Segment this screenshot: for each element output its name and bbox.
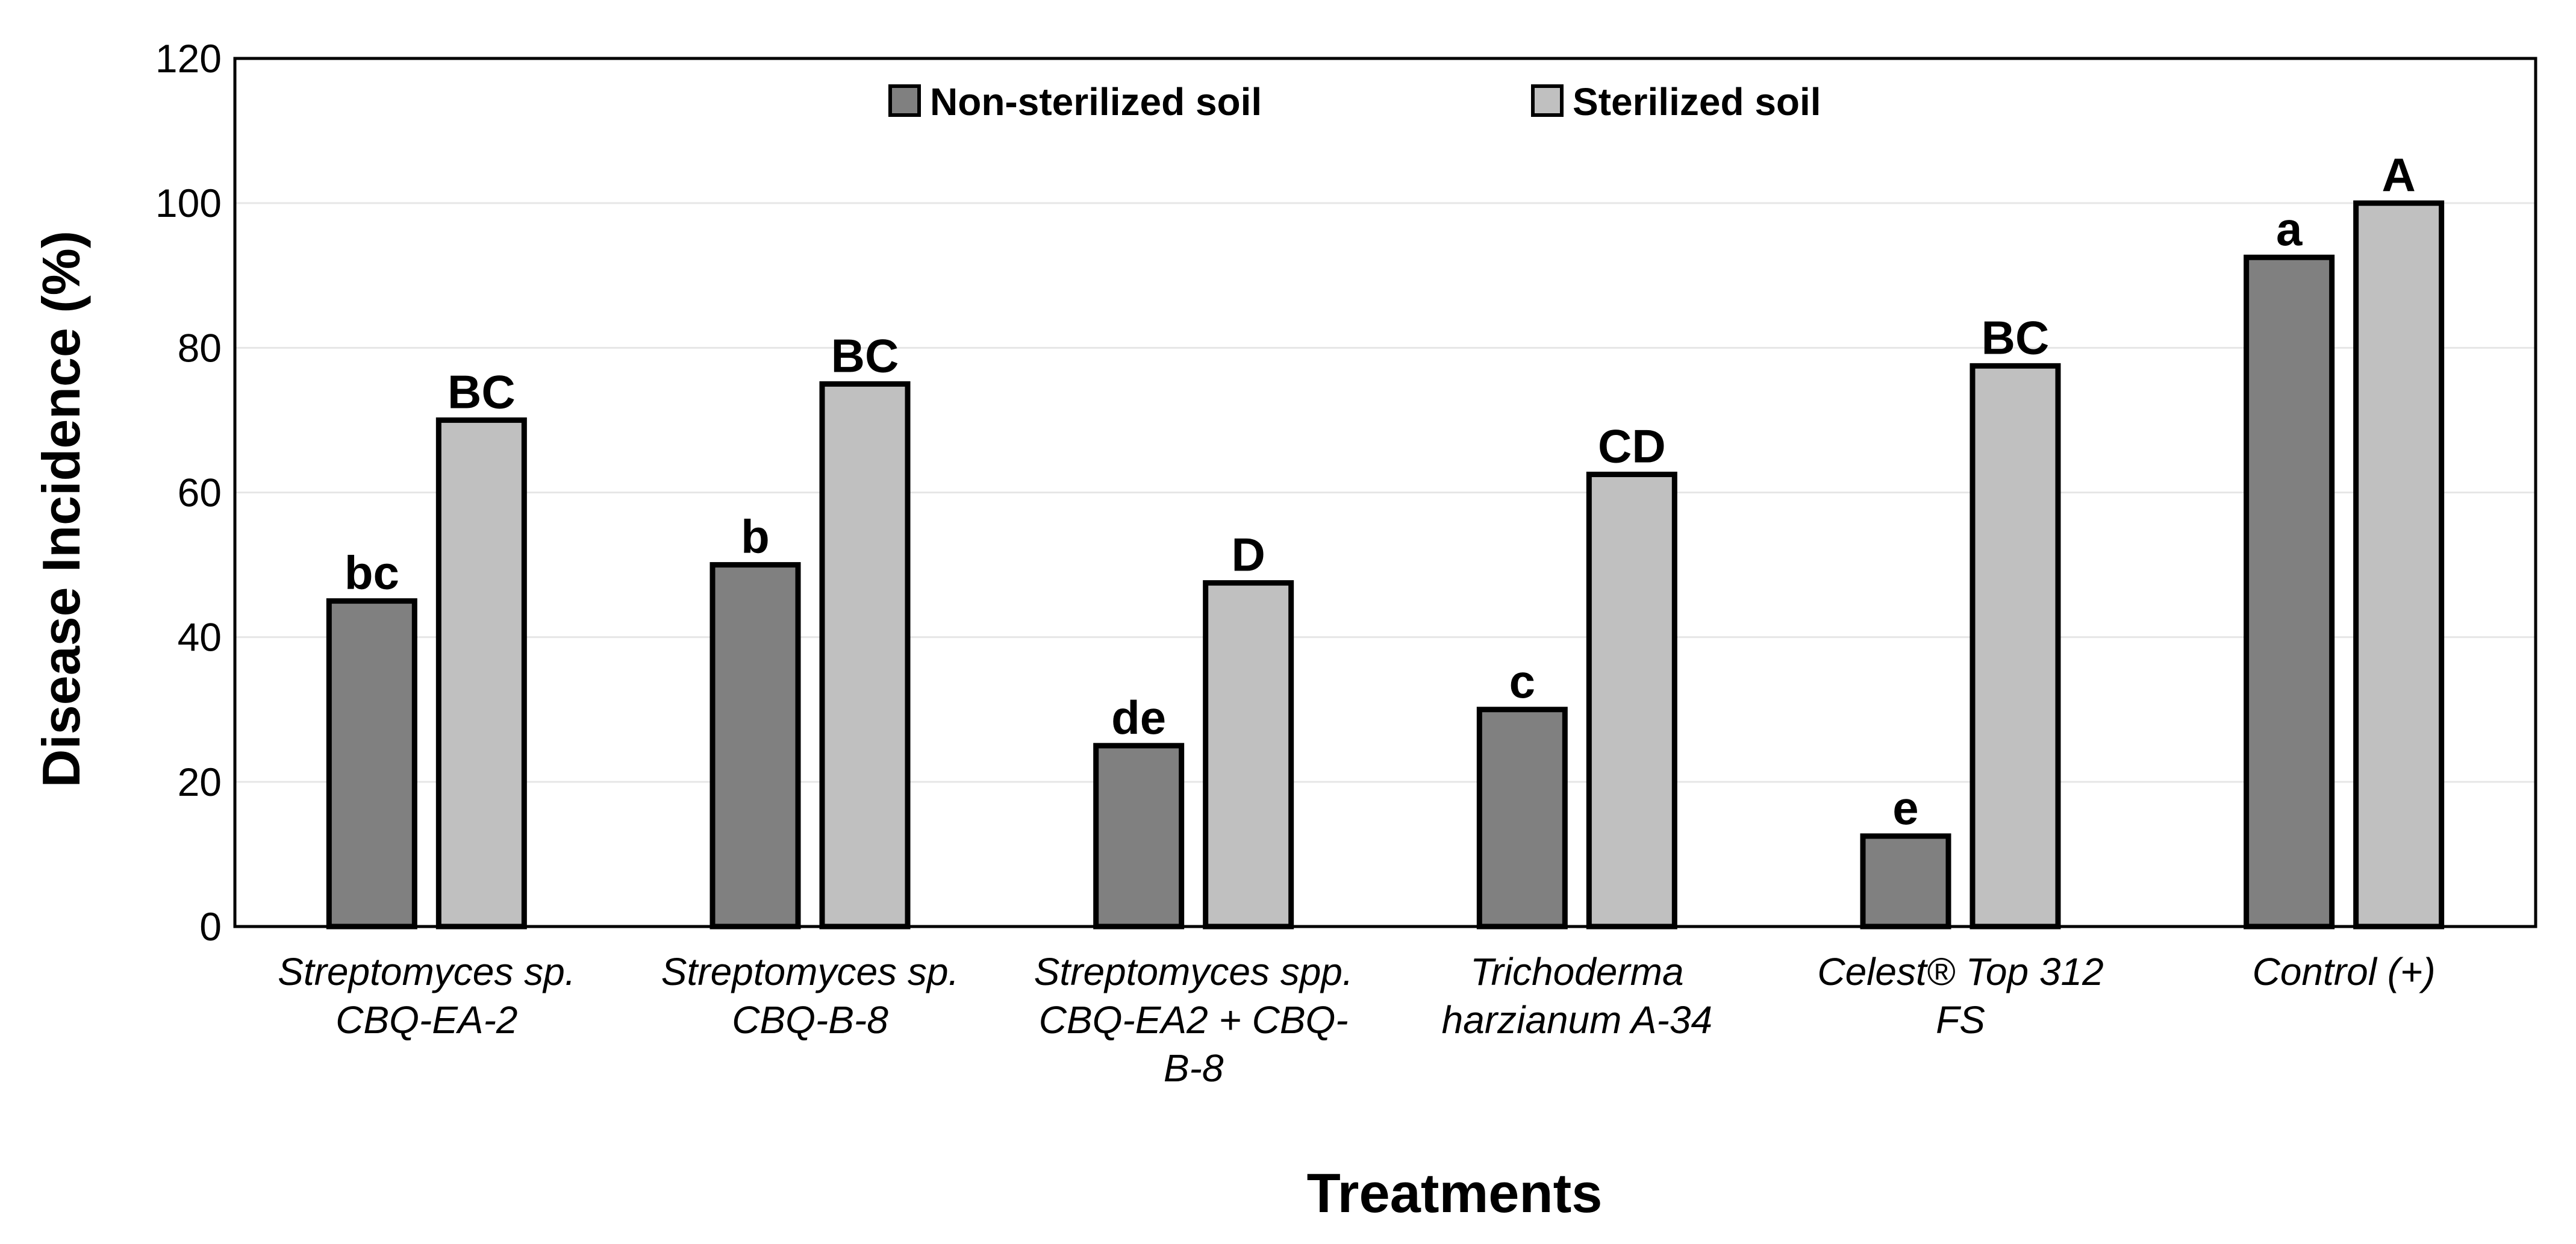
legend-swatch [1531,84,1564,117]
bar-non-sterilized [709,562,801,930]
bar-sterilized [819,381,911,930]
gridlines [235,202,2536,783]
significance-label: de [1111,691,1166,744]
significance-label: BC [448,365,516,418]
bars [326,200,2445,930]
y-tick-label: 0 [199,904,222,949]
legend-label: Sterilized soil [1573,80,1821,123]
significance-label: b [741,510,770,563]
significance-label: c [1509,655,1535,708]
y-tick-label: 120 [155,36,222,81]
x-category-label: Streptomyces spp. CBQ-EA2 + CBQ-B-8 [1034,950,1353,1090]
y-tick-label: 100 [155,181,222,225]
significance-label: A [2381,148,2415,201]
bar-sterilized [435,417,527,930]
x-axis-title: Treatments [1307,1163,1603,1224]
significance-label: BC [1982,311,2050,364]
x-category-label: Streptomyces sp. CBQ-EA-2 [278,950,575,1042]
y-tick-label: 60 [178,470,222,515]
bar-sterilized [1203,580,1294,930]
bar-sterilized [2353,200,2445,930]
significance-label: bc [345,546,399,599]
x-category-label: Streptomyces sp. CBQ-B-8 [661,950,959,1042]
x-category-label: Control (+) [2253,950,2436,993]
bar-sterilized [1969,363,2061,930]
legend: Non-sterilized soil Sterilized soil [888,80,1821,123]
legend-swatch [888,84,921,117]
y-tick-label: 40 [178,615,222,660]
significance-label: CD [1598,419,1666,472]
bar-sterilized [1586,471,1677,930]
data-labels: bc b de c e a BC BC D CD BC A [345,148,2416,834]
significance-label: e [1892,781,1918,834]
bar-non-sterilized [1476,707,1568,930]
significance-label: BC [831,329,899,382]
plot-frame [233,57,2537,928]
bar-non-sterilized [326,598,417,930]
legend-label: Non-sterilized soil [930,80,1262,123]
axes: 0 20 40 60 80 100 120 Streptomyces sp. CBQ-EA-2 S… [155,36,2537,1090]
y-tick-label: 20 [178,760,222,804]
bar-non-sterilized [1093,743,1185,930]
significance-label: D [1231,528,1265,581]
x-category-label: Celest® Top 312 FS [1817,950,2103,1042]
y-axis-title: Disease Incidence (%) [31,231,91,787]
x-category-label: Trichoderma harzianum A-34 [1442,950,1712,1042]
y-tick-label: 80 [178,325,222,370]
bar-non-sterilized [1860,833,1951,930]
significance-label: a [2276,202,2303,255]
bar-non-sterilized [2244,254,2335,930]
